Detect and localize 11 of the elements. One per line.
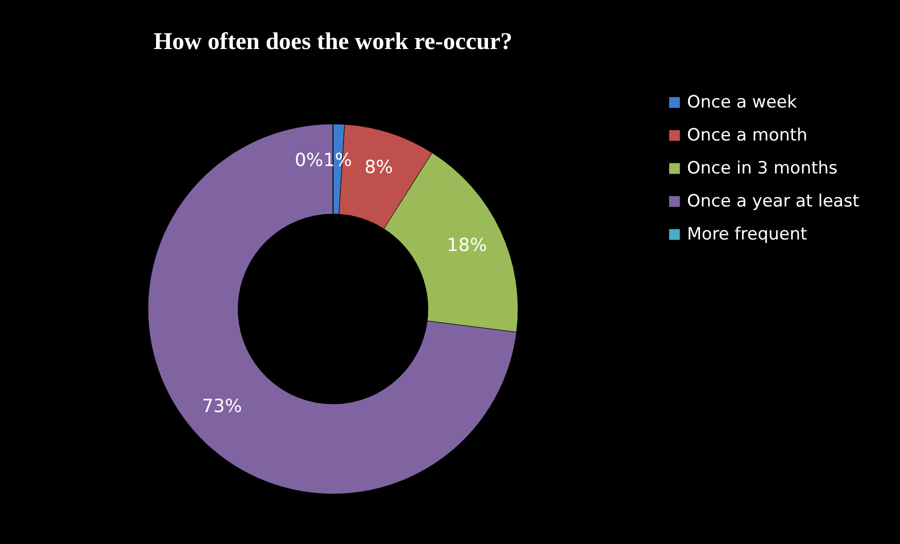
legend-label: Once a year at least (687, 192, 860, 212)
donut-slice (148, 124, 517, 494)
data-label: 8% (364, 157, 394, 178)
legend-label: Once in 3 months (687, 158, 838, 178)
legend-label: More frequent (687, 224, 808, 244)
chart-title: How often does the work re-occur? (154, 29, 512, 55)
data-label: 73% (202, 396, 242, 417)
legend-label: Once a month (687, 126, 808, 146)
text: 0% (294, 150, 324, 171)
legend-label: Once a week (687, 92, 798, 112)
data-label: 18% (446, 234, 487, 256)
